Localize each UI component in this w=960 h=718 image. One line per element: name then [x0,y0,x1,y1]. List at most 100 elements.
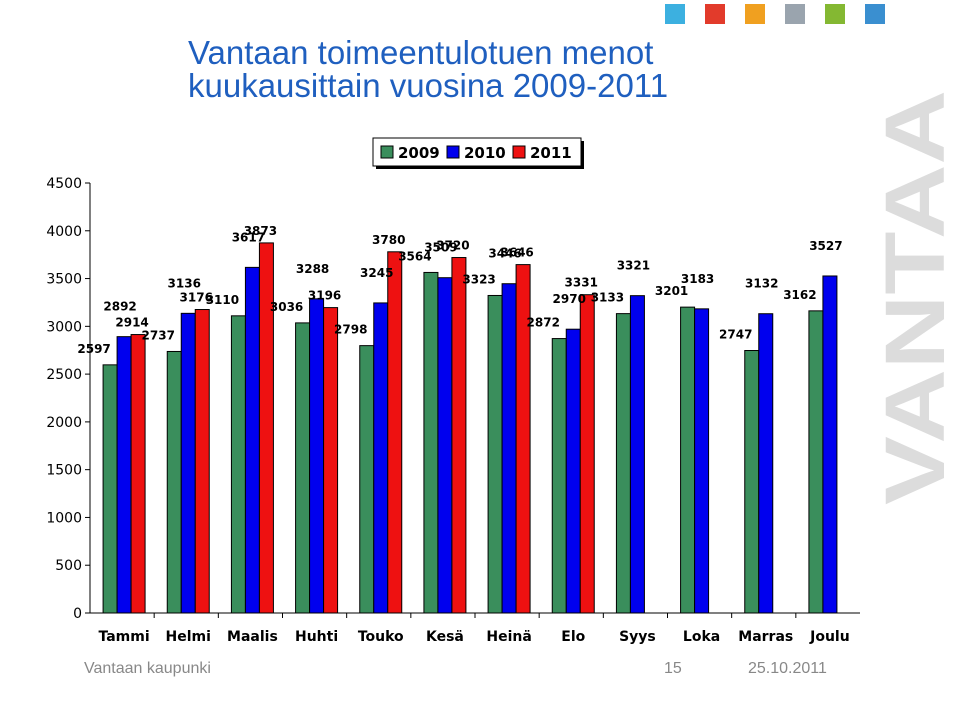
x-axis: Tammi Helmi Maalis Huhti Touko Kesä Heinä Elo Sy… [90,612,860,645]
bar-2010 [501,283,517,614]
x-tick-label: Heinä [486,629,531,645]
x-tick-label: Kesä [426,629,464,645]
y-tick-label: 3500 [46,272,82,288]
x-tick-label: Tammi [98,629,149,645]
corner-square [825,4,845,24]
x-tick-label: Loka [683,629,720,645]
data-label: 3509 [424,241,457,255]
legend-label: 2011 [530,144,572,162]
legend-swatch [446,145,460,159]
vantaa-logo-text: VANTAA [876,90,956,505]
data-label: 3245 [360,266,393,280]
data-label: 3321 [617,259,650,273]
bar-2011 [387,251,403,614]
x-tick-label: Joulu [809,629,850,645]
corner-square [865,4,885,24]
bar-2010 [629,295,645,614]
bar-2010 [116,336,132,614]
bar-2010 [373,302,389,614]
data-label: 3176 [180,291,213,305]
x-tick-label: Marras [738,629,793,645]
footer-organization: Vantaan kaupunki [84,660,211,677]
bar-2009 [230,315,246,614]
data-label: 3527 [809,239,842,253]
y-tick-label: 4500 [46,176,82,192]
data-label: 3288 [296,262,329,276]
bar-2011 [451,257,467,614]
data-label: 3446 [488,247,521,261]
legend-label: 2010 [464,144,506,162]
legend: 2009 2010 2011 [372,137,584,169]
legend-label: 2009 [398,144,440,162]
data-label: 3564 [398,249,431,263]
footer-date: 25.10.2011 [748,660,827,677]
vantaa-logo: VANTAA [876,90,956,505]
bar-2009 [680,306,696,614]
title-line-2: kuukausittain vuosina 2009-2011 [188,67,669,104]
bar-2011 [323,307,339,614]
data-label: 3162 [783,288,816,302]
x-tick-label: Helmi [166,629,211,645]
corner-square [665,4,685,24]
bar-2009 [744,350,760,614]
bar-2009 [487,294,503,614]
y-tick-label: 3000 [46,319,82,335]
slide-title: Vantaan toimeentulotuen menot kuukausitt… [188,36,748,102]
bar-2010 [437,277,453,614]
y-tick-label: 2500 [46,367,82,383]
y-axis: 0 500 1000 1500 2000 2500 3000 3500 4000 4500 [46,176,91,622]
y-tick-label: 1500 [46,463,82,479]
bar-2011 [258,242,274,614]
data-label: 3201 [655,284,688,298]
bar-2010 [758,313,774,614]
y-tick-label: 500 [55,558,82,574]
x-tick-label: Touko [358,629,404,645]
x-tick-label: Huhti [295,629,338,645]
bar-2011 [579,294,595,614]
bar-2009 [808,310,824,614]
data-label: 3133 [591,291,624,305]
corner-square [745,4,765,24]
bars-group [102,242,838,614]
data-label: 3780 [372,233,405,247]
data-label: 3646 [500,246,533,260]
bar-2011 [130,334,146,614]
value-labels-group: 2597 2737 3110 3036 2798 3564 3323 2872 3133 3201… [77,224,842,356]
data-label: 3183 [681,272,714,286]
y-tick-label: 4000 [46,224,82,240]
y-tick-label: 2000 [46,415,82,431]
data-label: 2892 [103,300,136,314]
legend-box [372,137,582,167]
bar-2011 [194,309,210,614]
bar-2010 [244,266,260,614]
data-label: 3036 [270,300,303,314]
data-label: 2798 [334,323,367,337]
bar-2009 [359,345,375,614]
data-label: 3617 [232,230,265,244]
bar-2009 [615,313,631,614]
legend-swatch [512,145,526,159]
bar-2010 [694,308,710,614]
data-label: 3136 [168,276,201,290]
data-label: 3720 [436,239,469,253]
bar-2009 [423,271,439,614]
bar-2009 [295,322,311,614]
data-label: 3110 [206,293,239,307]
data-label: 2597 [77,342,110,356]
legend-swatch [380,145,394,159]
data-label: 3873 [244,224,277,238]
data-label: 3196 [308,289,341,303]
footer-page-number: 15 [664,660,682,677]
data-label: 3323 [462,272,495,286]
data-label: 2737 [142,328,175,342]
x-tick-label: Maalis [227,629,278,645]
bar-2009 [102,364,118,614]
title-line-1: Vantaan toimeentulotuen menot [188,34,654,71]
bar-2010 [180,312,196,614]
bar-2009 [166,350,182,614]
data-label: 3132 [745,277,778,291]
bar-2010 [309,298,325,614]
data-label: 3331 [565,276,598,290]
bar-2009 [551,338,567,614]
